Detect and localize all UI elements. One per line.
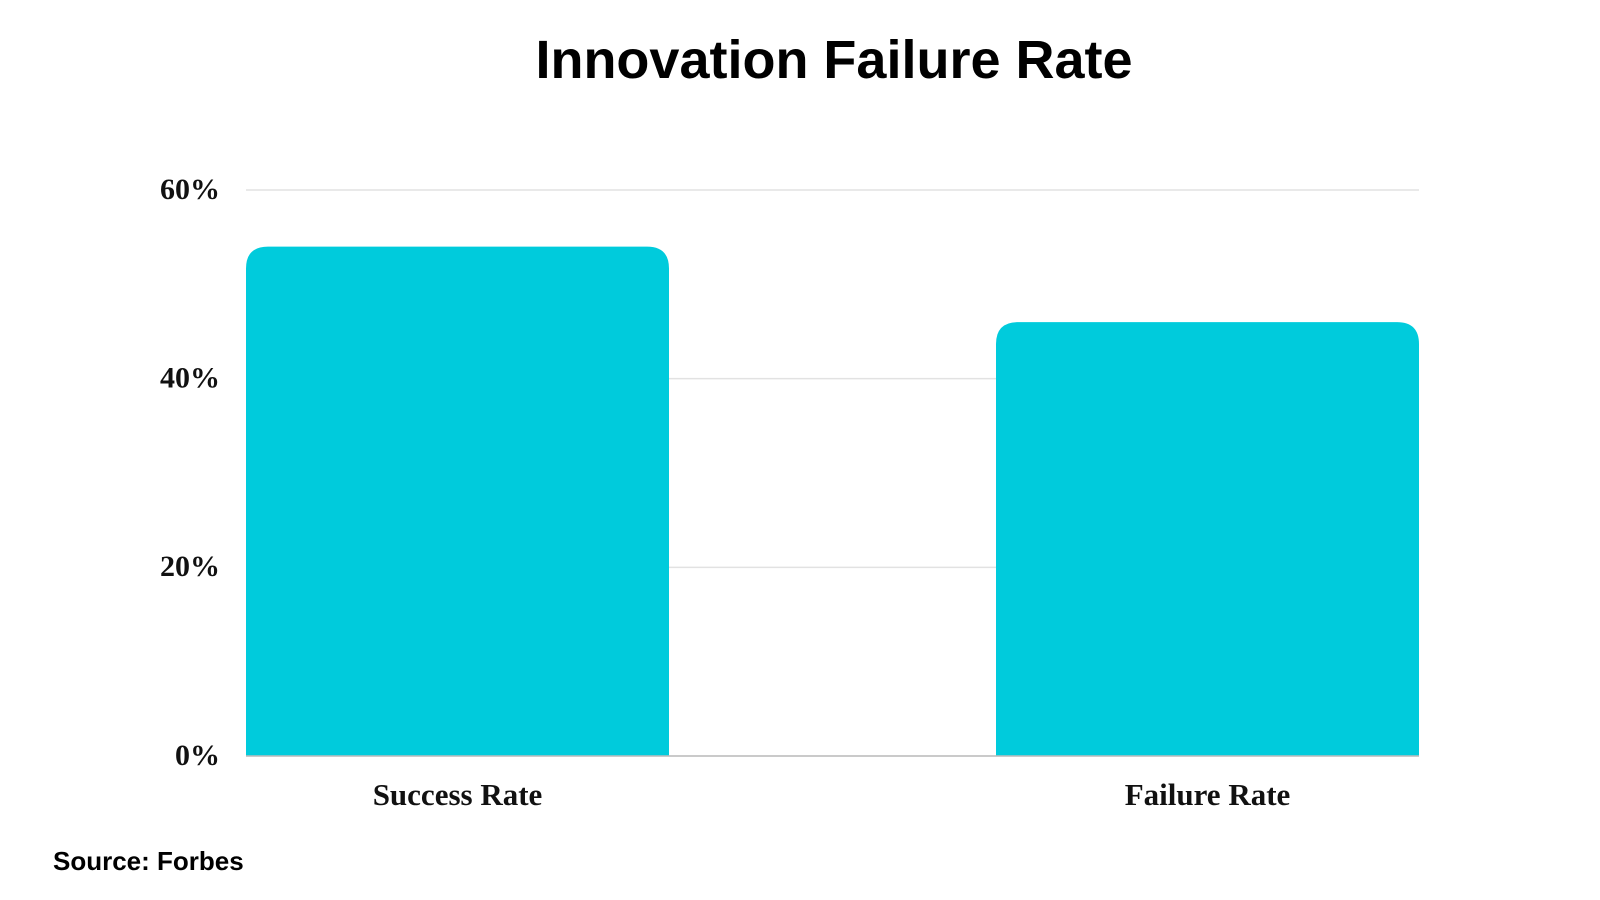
bar (246, 246, 669, 756)
y-tick-label: 0% (175, 739, 220, 772)
y-tick-label: 60% (160, 173, 220, 206)
x-tick-label: Failure Rate (1125, 777, 1291, 812)
source-note: Source: Forbes (53, 846, 244, 876)
y-tick-label: 20% (160, 550, 220, 583)
bar (996, 322, 1419, 756)
x-tick-label: Success Rate (373, 777, 543, 812)
y-tick-label: 40% (160, 362, 220, 395)
chart-title: Innovation Failure Rate (535, 30, 1132, 90)
